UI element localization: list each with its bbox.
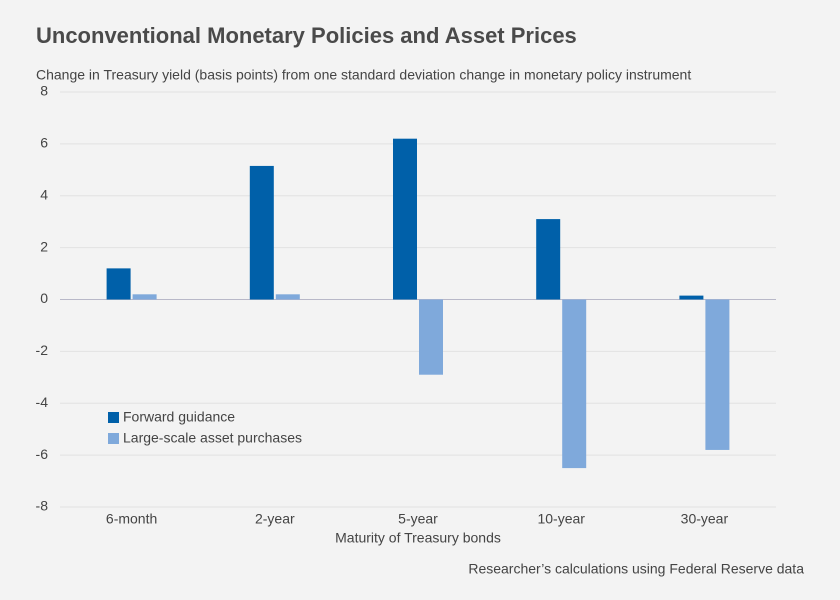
x-tick-label: 5-year bbox=[398, 511, 438, 527]
legend-swatch bbox=[108, 433, 119, 444]
bar bbox=[132, 294, 157, 300]
bar bbox=[106, 268, 131, 300]
legend-label: Forward guidance bbox=[123, 409, 235, 425]
y-tick-label: 4 bbox=[40, 186, 48, 202]
x-tick-label: 2-year bbox=[255, 511, 295, 527]
bar bbox=[562, 299, 587, 469]
chart-title: Unconventional Monetary Policies and Ass… bbox=[36, 23, 577, 48]
y-tick-label: -6 bbox=[36, 446, 49, 462]
y-tick-label: 2 bbox=[40, 238, 48, 254]
x-axis-label: Maturity of Treasury bonds bbox=[335, 530, 501, 546]
y-tick-label: -8 bbox=[36, 498, 49, 514]
x-tick-label: 10-year bbox=[537, 511, 585, 527]
y-tick-label: 8 bbox=[40, 83, 48, 99]
bar bbox=[705, 299, 730, 450]
bar bbox=[419, 299, 443, 375]
bar bbox=[249, 165, 274, 300]
y-tick-label: -4 bbox=[36, 394, 49, 410]
legend-swatch bbox=[108, 412, 119, 423]
legend-label: Large-scale asset purchases bbox=[123, 430, 302, 446]
bar bbox=[679, 295, 704, 300]
y-tick-label: 6 bbox=[40, 135, 48, 151]
bar bbox=[536, 219, 561, 300]
y-tick-label: -2 bbox=[36, 342, 49, 358]
bar bbox=[275, 294, 300, 300]
x-tick-label: 6-month bbox=[106, 511, 157, 527]
source-note: Researcher’s calculations using Federal … bbox=[468, 561, 804, 577]
chart-subtitle: Change in Treasury yield (basis points) … bbox=[36, 67, 691, 83]
bar bbox=[393, 138, 417, 300]
x-tick-label: 30-year bbox=[681, 511, 729, 527]
y-tick-label: 0 bbox=[40, 290, 48, 306]
